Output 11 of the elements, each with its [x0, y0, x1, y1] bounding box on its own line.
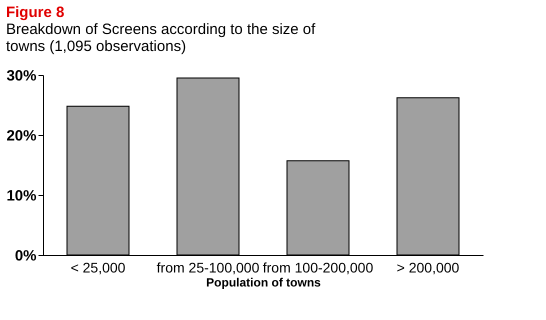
chart-title: Figure 8	[6, 4, 64, 21]
x-axis-title: Population of towns	[206, 276, 322, 290]
chart-subtitle: Breakdown of Screens according to the size of towns (1,095 observations)	[6, 21, 316, 55]
y-tick-label: 30%	[6, 68, 36, 84]
y-tick-label: 0%	[14, 248, 36, 264]
x-tick-label: < 25,000	[70, 260, 126, 276]
x-tick-label: > 200,000	[396, 260, 460, 276]
y-tick-label: 20%	[6, 128, 36, 144]
x-tick-label: from 25-100,000	[156, 260, 260, 276]
y-tick-label: 10%	[6, 188, 36, 204]
x-tick-label: from 100-200,000	[262, 260, 374, 276]
